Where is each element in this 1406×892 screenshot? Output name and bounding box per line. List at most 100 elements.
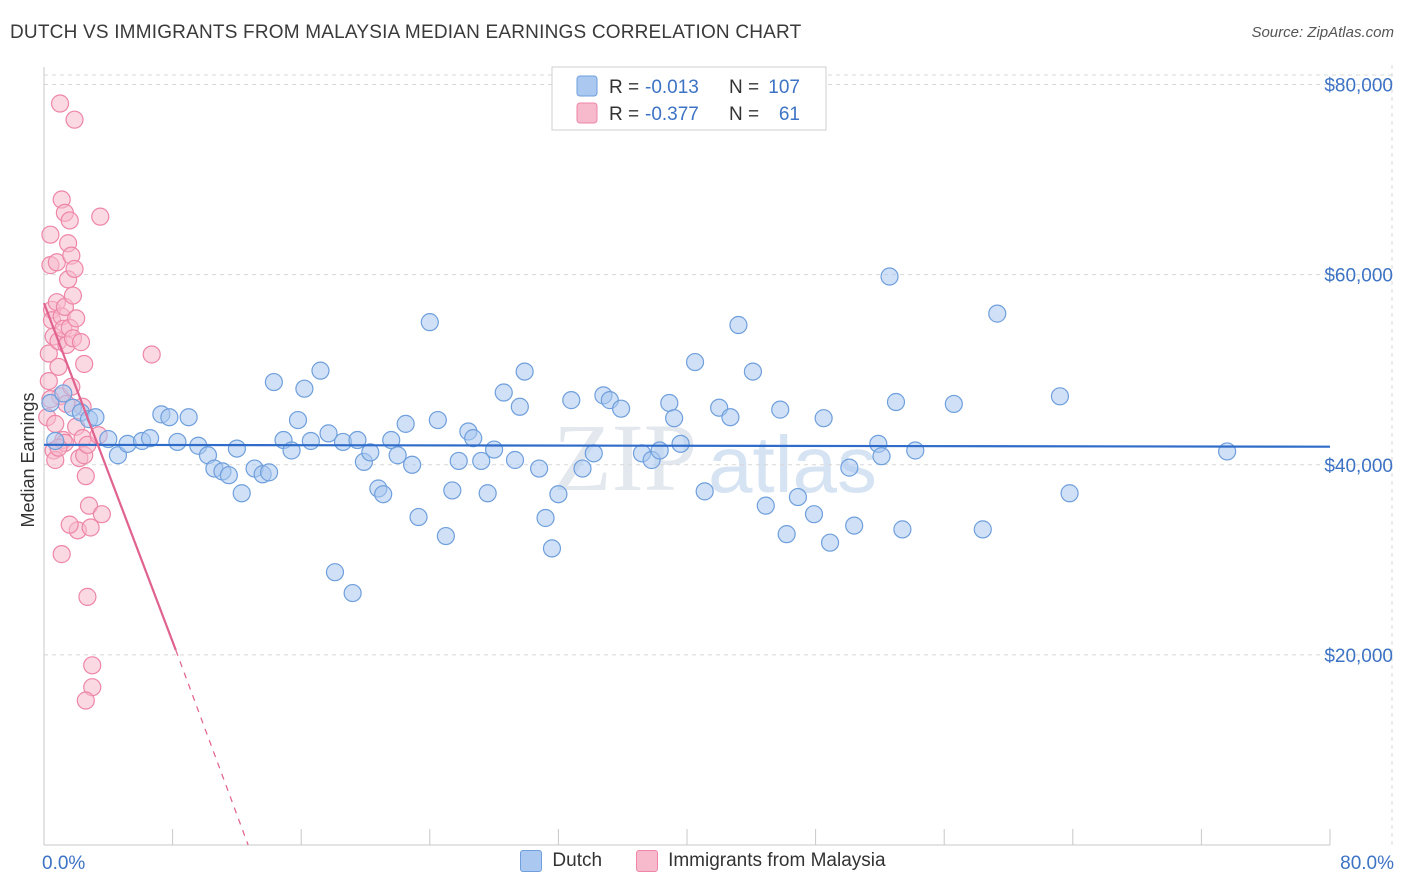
dutch-point-63	[542, 539, 562, 558]
dutch-point-62	[536, 508, 555, 528]
y-tick-label-3: $80,000	[1324, 76, 1393, 97]
dutch-point-80	[721, 408, 740, 427]
dutch-point-56	[485, 440, 504, 459]
dutch-point-97	[906, 441, 925, 460]
dutch-point-21	[227, 439, 246, 458]
y-axis-label: Median Earnings	[18, 392, 38, 527]
dutch-point-77	[685, 352, 705, 372]
legend-r-value-dutch: -0.013	[645, 77, 699, 98]
bottom-legend: Dutch Immigrants from Malaysia	[0, 850, 1406, 872]
dutch-point-76	[671, 434, 690, 453]
legend-swatch-dutch-bottom	[520, 850, 543, 872]
malaysia-point-46	[78, 587, 97, 606]
dutch-point-47	[420, 313, 439, 332]
dutch-point-64	[549, 485, 568, 504]
dutch-point-75	[665, 409, 684, 428]
malaysia-point-31	[63, 286, 83, 305]
legend-n-value-dutch: 107	[768, 77, 800, 98]
dutch-point-25	[259, 463, 279, 482]
dutch-point-31	[301, 431, 320, 451]
dutch-point-61	[530, 459, 549, 478]
y-tick-label-2: $60,000	[1324, 266, 1393, 287]
dutch-point-15	[179, 408, 198, 427]
dutch-point-13	[160, 408, 179, 427]
x-tick-labels: 0.0% 80.0%	[42, 853, 1394, 874]
series-dutch-points	[41, 267, 1237, 603]
dutch-point-96	[893, 520, 912, 539]
dutch-point-26	[264, 372, 283, 392]
legend-swatch-malaysia	[576, 102, 598, 124]
axes	[43, 67, 1331, 846]
y-tick-label-1: $40,000	[1324, 456, 1393, 477]
dutch-point-98	[944, 394, 963, 414]
dutch-point-11	[140, 429, 160, 448]
y-tick-label-0: $20,000	[1324, 646, 1393, 667]
malaysia-point-51	[76, 691, 95, 710]
dutch-point-29	[288, 410, 308, 430]
dutch-point-67	[584, 444, 603, 463]
dutch-point-43	[388, 446, 407, 465]
dutch-trend-line	[43, 443, 1331, 448]
dutch-point-59	[510, 397, 529, 416]
malaysia-point-14	[49, 357, 68, 376]
dutch-point-93	[872, 447, 891, 466]
legend-r-label-dutch: R =	[609, 77, 639, 98]
chart-title: DUTCH VS IMMIGRANTS FROM MALAYSIA MEDIAN…	[10, 22, 802, 43]
dutch-point-44	[396, 414, 415, 433]
dutch-point-82	[743, 362, 763, 381]
dutch-point-74	[660, 393, 679, 413]
dutch-point-99	[973, 520, 992, 539]
legend-swatch-malaysia-bottom	[636, 850, 659, 872]
dutch-point-88	[814, 409, 833, 428]
x-tick-label-0: 0.0%	[42, 853, 85, 874]
dutch-point-1	[46, 431, 65, 451]
dutch-point-46	[409, 507, 428, 527]
legend-n-label-dutch: N =	[729, 77, 759, 98]
dutch-point-7	[99, 429, 118, 449]
dutch-point-54	[472, 451, 491, 471]
dutch-point-81	[729, 315, 748, 335]
dutch-point-20	[219, 466, 238, 485]
malaysia-trend-extension	[175, 649, 249, 846]
dutch-point-94	[880, 267, 899, 286]
legend-swatch-dutch	[576, 75, 598, 97]
dutch-point-53	[464, 429, 483, 448]
dutch-point-102	[1060, 484, 1079, 503]
dutch-point-95	[886, 392, 906, 412]
dutch-point-39	[361, 443, 380, 462]
malaysia-point-39	[71, 333, 91, 352]
dutch-point-57	[494, 383, 513, 402]
malaysia-point-9	[46, 414, 65, 433]
malaysia-point-16	[50, 94, 70, 113]
dutch-point-86	[788, 487, 808, 507]
dutch-point-66	[573, 459, 592, 478]
dutch-point-90	[840, 458, 859, 477]
malaysia-point-60	[60, 515, 79, 534]
dutch-point-41	[374, 485, 393, 504]
malaysia-point-49	[83, 656, 102, 675]
legend-r-label-malaysia: R =	[609, 104, 639, 125]
malaysia-point-54	[91, 207, 110, 226]
legend-n-value-malaysia: 61	[779, 104, 800, 125]
malaysia-point-27	[60, 211, 79, 230]
malaysia-point-35	[67, 309, 86, 328]
legend-item-malaysia: Immigrants from Malaysia	[636, 850, 886, 872]
dutch-point-101	[1050, 387, 1070, 406]
malaysia-point-44	[76, 467, 95, 486]
dutch-point-14	[168, 432, 187, 452]
malaysia-trend-line	[42, 302, 177, 651]
malaysia-point-3	[41, 225, 60, 244]
dutch-point-65	[562, 391, 581, 410]
malaysia-point-53	[92, 505, 111, 524]
dutch-point-100	[988, 304, 1007, 323]
trend-lines	[42, 302, 1331, 846]
series-malaysia-points	[38, 94, 161, 710]
malaysia-point-47	[79, 496, 99, 515]
malaysia-point-42	[75, 354, 94, 374]
dutch-point-33	[319, 424, 338, 443]
legend-r-value-malaysia: -0.377	[645, 104, 699, 125]
malaysia-point-55	[52, 545, 71, 564]
malaysia-point-48	[81, 518, 100, 537]
malaysia-point-2	[39, 344, 58, 363]
